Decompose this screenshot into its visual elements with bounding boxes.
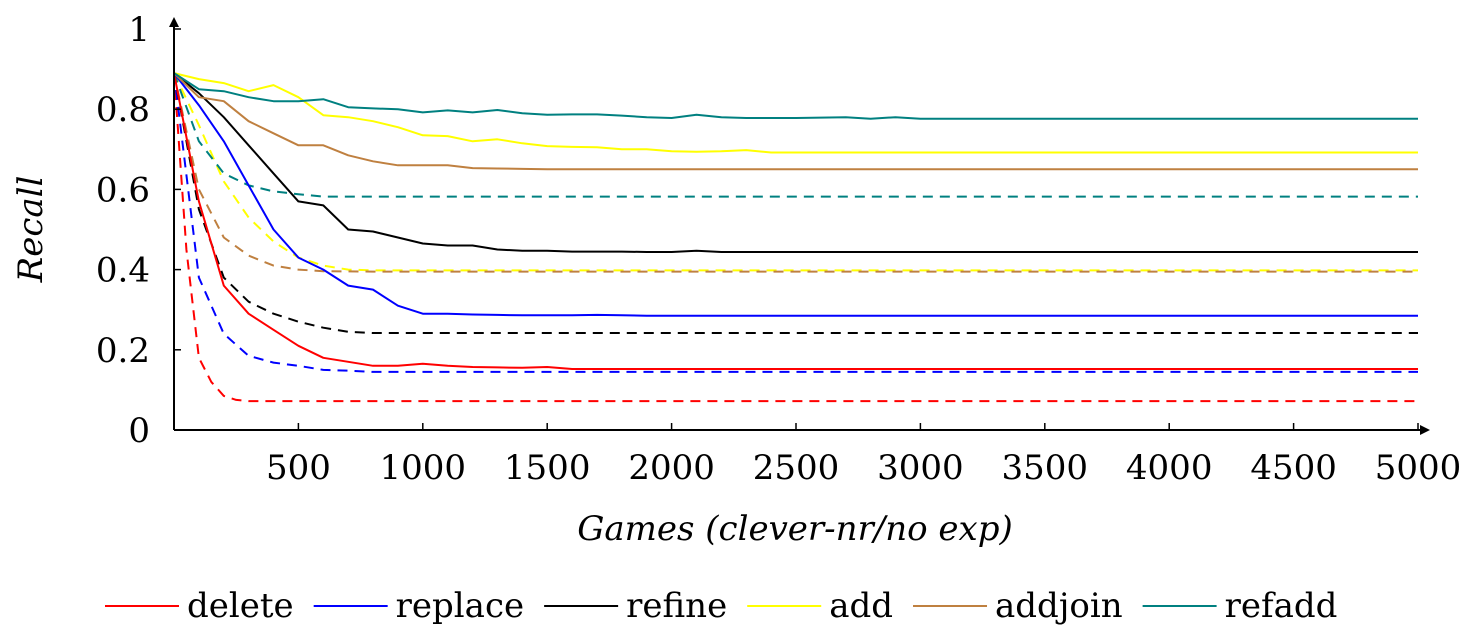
legend-label-addjoin: addjoin: [995, 586, 1123, 626]
x-tick-label: 4500: [1250, 448, 1337, 488]
ticks: 500 1000 1500 2000 2500 3000 3500 4000 4500 5000 0…: [96, 10, 1461, 488]
series-line-series-8-dashed: [173, 72, 1418, 334]
legend-label-replace: replace: [396, 586, 524, 626]
series-lines: [173, 72, 1418, 403]
y-tick-label: 0: [128, 411, 150, 451]
series-line-refadd-solid: [173, 72, 1418, 120]
x-tick-label: 1000: [380, 448, 467, 488]
y-tick-label: 0.4: [96, 251, 150, 291]
series-line-series-10-dashed: [173, 72, 1418, 273]
y-tick-label: 0.6: [96, 170, 150, 210]
series-line-series-6-dashed: [173, 73, 1418, 403]
y-tick-label: 1: [128, 10, 150, 50]
y-axis-title: Recall: [11, 176, 51, 284]
series-line-delete-solid: [173, 72, 1418, 370]
x-tick-label: 4000: [1126, 448, 1213, 488]
series-line-add-solid: [173, 72, 1418, 154]
legend-label-add: add: [829, 586, 893, 626]
y-tick-label: 0.2: [96, 331, 150, 371]
legend-label-delete: delete: [187, 586, 294, 626]
x-tick-label: 2000: [628, 448, 715, 488]
series-line-refine-solid: [173, 72, 1418, 253]
legend: delete replace refine add addjoin refadd: [105, 586, 1337, 626]
y-axis-arrow: [169, 17, 179, 27]
legend-label-refadd: refadd: [1225, 586, 1338, 626]
x-tick-label: 3500: [1002, 448, 1089, 488]
y-tick-label: 0.8: [96, 90, 150, 130]
x-tick-label: 500: [266, 448, 331, 488]
x-tick-label: 1500: [504, 448, 591, 488]
series-line-replace-solid: [173, 72, 1418, 317]
x-axis-title: Games (clever-nr/no exp): [577, 509, 1013, 549]
axes: [169, 17, 1430, 435]
x-tick-label: 3000: [877, 448, 964, 488]
series-line-series-7-dashed: [173, 72, 1418, 373]
x-tick-label: 2500: [753, 448, 840, 488]
series-line-addjoin-solid: [173, 72, 1418, 171]
legend-label-refine: refine: [626, 586, 727, 626]
series-line-series-9-dashed: [173, 72, 1418, 272]
series-line-series-11-dashed: [173, 72, 1418, 198]
x-axis-arrow: [1420, 425, 1430, 435]
x-tick-label: 5000: [1375, 448, 1462, 488]
